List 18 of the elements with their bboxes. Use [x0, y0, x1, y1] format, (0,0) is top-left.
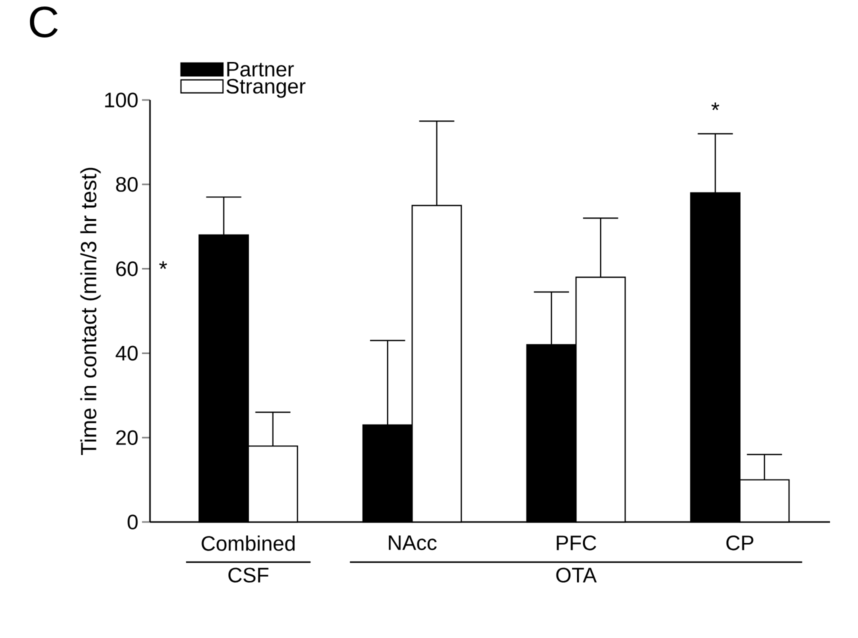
text: OTA: [556, 568, 597, 583]
legend-label: Stranger: [226, 78, 306, 98]
y-tick-label: 0: [128, 514, 138, 530]
text: CSF: [228, 568, 268, 583]
x-tick-label: Combined: [202, 536, 295, 551]
x-tick-label: NAcc: [388, 536, 437, 550]
y-tick-label: 80: [116, 176, 138, 192]
y-tick-label: 20: [116, 430, 138, 446]
annotation: *: [711, 102, 720, 110]
y-axis-title: Time in contact (min/3 hr test): [80, 168, 101, 456]
y-tick-label: 100: [105, 92, 138, 108]
y-tick-label: 40: [116, 346, 138, 361]
annotation: *: [159, 261, 168, 269]
x-tick-label: PFC: [556, 536, 596, 550]
text: C: [30, 6, 58, 38]
y-tick-label: 60: [116, 261, 138, 276]
legend-label: Partner: [227, 62, 294, 77]
x-tick-label: CP: [726, 536, 754, 550]
